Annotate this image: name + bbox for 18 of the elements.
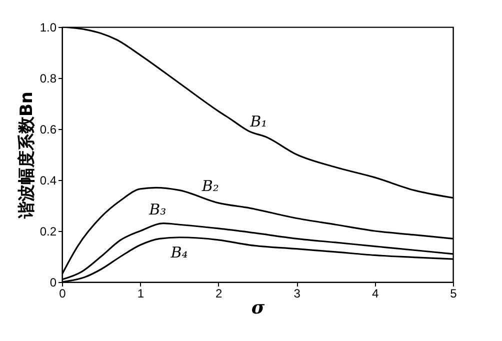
x-tick-label: 0: [59, 286, 66, 300]
series-label: B₁: [249, 112, 268, 131]
x-axis-title: σ: [251, 298, 266, 318]
x-tick-label: 1: [137, 286, 144, 300]
y-tick-label: 0.2: [40, 224, 57, 238]
x-tick-label: 4: [372, 286, 379, 300]
y-tick-label: 0.8: [40, 72, 57, 86]
y-axis-title: 谐波幅度系数Bn: [16, 91, 37, 220]
y-tick-label: 0: [50, 276, 57, 290]
series-label: B₄: [170, 243, 188, 262]
series-label: B₂: [200, 176, 219, 195]
y-tick-label: 0.4: [40, 174, 57, 188]
x-tick-label: 5: [450, 286, 458, 300]
x-tick-label: 3: [294, 286, 301, 300]
y-tick-label: 0.6: [40, 122, 57, 136]
series-label: B₃: [148, 200, 166, 218]
y-tick-label: 1.0: [40, 20, 57, 34]
x-tick-label: 2: [216, 286, 223, 300]
